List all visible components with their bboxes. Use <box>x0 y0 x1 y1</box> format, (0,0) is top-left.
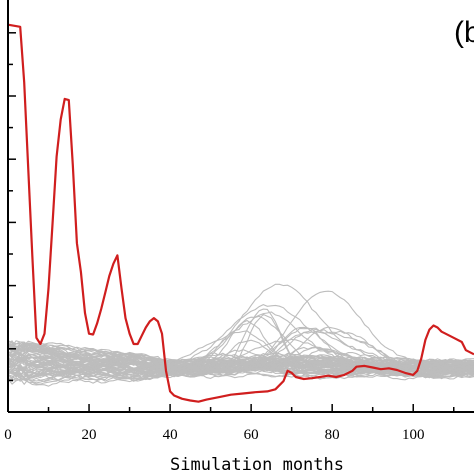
x-tick-label: 40 <box>163 427 178 443</box>
ensemble-series-line <box>7 343 474 370</box>
axes: 0 20 40 60 80 100 <box>4 0 474 443</box>
ensemble-series-line <box>7 362 474 377</box>
x-tick-label: 80 <box>325 427 340 443</box>
ensemble-series-line <box>7 361 474 386</box>
ensemble-series-group <box>7 283 474 387</box>
highlight-series-group <box>7 23 474 403</box>
ensemble-series-line <box>7 339 474 379</box>
x-tick-label: 0 <box>4 427 12 443</box>
x-tick-label: 20 <box>82 427 97 443</box>
ensemble-series-line <box>7 330 474 376</box>
x-tick-label: 100 <box>402 427 425 443</box>
x-tick-label: 60 <box>244 427 259 443</box>
ensemble-series-line <box>7 358 474 376</box>
panel-label: (b <box>454 16 474 49</box>
ensemble-series-line <box>7 315 474 383</box>
x-axis-title: Simulation months <box>170 455 344 474</box>
ensemble-series-line <box>7 345 474 370</box>
highlight-series-line <box>7 23 474 403</box>
ensemble-series-line <box>7 368 474 381</box>
